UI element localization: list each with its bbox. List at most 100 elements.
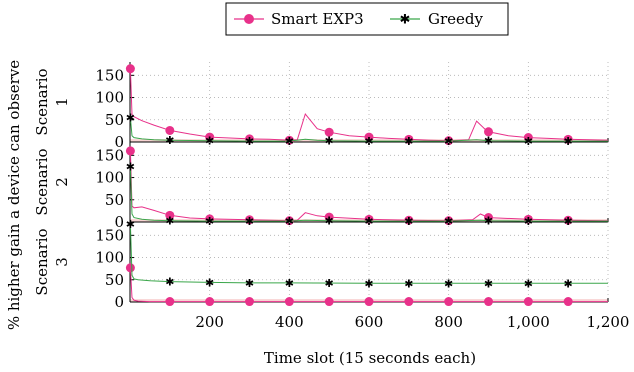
marker-smart-exp3 bbox=[165, 210, 175, 220]
marker-greedy: ✱ bbox=[444, 215, 453, 228]
marker-greedy: ✱ bbox=[205, 135, 214, 148]
marker-greedy: ✱ bbox=[285, 135, 294, 148]
marker-smart-exp3 bbox=[364, 132, 374, 142]
marker-greedy: ✱ bbox=[564, 277, 573, 290]
marker-greedy: ✱ bbox=[524, 277, 533, 290]
marker-smart-exp3 bbox=[324, 212, 334, 222]
series-line-smart-exp3 bbox=[129, 68, 609, 142]
marker-smart-exp3 bbox=[245, 297, 254, 307]
marker-smart-exp3 bbox=[364, 297, 374, 307]
marker-greedy: ✱ bbox=[325, 277, 334, 290]
marker-greedy: ✱ bbox=[484, 277, 493, 290]
legend-marker-smart-exp3 bbox=[244, 14, 254, 24]
marker-greedy: ✱ bbox=[404, 215, 413, 228]
scenario-label-number: 1 bbox=[53, 97, 71, 107]
marker-smart-exp3 bbox=[563, 215, 573, 225]
y-tick-label: 150 bbox=[95, 66, 124, 84]
scenario-label-word: Scenario bbox=[33, 228, 51, 295]
marker-greedy: ✱ bbox=[364, 215, 373, 228]
y-tick-label: 100 bbox=[95, 169, 124, 187]
series-line-greedy bbox=[129, 166, 608, 222]
scenario-label-word: Scenario bbox=[33, 148, 51, 215]
marker-greedy: ✱ bbox=[364, 135, 373, 148]
marker-smart-exp3 bbox=[523, 133, 533, 143]
marker-smart-exp3 bbox=[125, 263, 135, 273]
x-axis-label: Time slot (15 seconds each) bbox=[264, 349, 476, 367]
legend: Smart EXP3 ✱ Greedy bbox=[225, 2, 509, 36]
marker-smart-exp3 bbox=[245, 215, 254, 225]
marker-greedy: ✱ bbox=[126, 160, 135, 173]
marker-smart-exp3 bbox=[324, 297, 334, 307]
marker-smart-exp3 bbox=[523, 297, 533, 307]
marker-greedy: ✱ bbox=[126, 218, 135, 231]
y-tick-label: 150 bbox=[95, 226, 124, 244]
marker-greedy: ✱ bbox=[285, 215, 294, 228]
marker-smart-exp3 bbox=[165, 297, 175, 307]
x-tick-label: 1,200 bbox=[587, 313, 630, 331]
y-tick-label: 100 bbox=[95, 89, 124, 107]
marker-greedy: ✱ bbox=[404, 135, 413, 148]
marker-greedy: ✱ bbox=[444, 135, 453, 148]
marker-greedy: ✱ bbox=[524, 135, 533, 148]
marker-greedy: ✱ bbox=[165, 215, 174, 228]
scenario-label-number: 3 bbox=[53, 257, 71, 267]
legend-label-smart-exp3: Smart EXP3 bbox=[271, 10, 364, 28]
marker-smart-exp3 bbox=[284, 135, 294, 145]
marker-greedy: ✱ bbox=[364, 277, 373, 290]
scenario-label-word: Scenario bbox=[33, 68, 51, 135]
x-tick-label: 400 bbox=[275, 313, 304, 331]
marker-smart-exp3 bbox=[125, 64, 135, 74]
marker-smart-exp3 bbox=[205, 132, 215, 142]
marker-smart-exp3 bbox=[205, 297, 215, 307]
panel-1: 0 50 100 150 ✱ ✱ ✱ ✱ ✱ ✱ ✱ ✱ ✱ ✱ ✱ ✱ bbox=[95, 62, 609, 151]
x-tick-label: 800 bbox=[434, 313, 463, 331]
marker-greedy: ✱ bbox=[245, 215, 254, 228]
marker-smart-exp3 bbox=[404, 297, 414, 307]
marker-greedy: ✱ bbox=[285, 277, 294, 290]
marker-greedy: ✱ bbox=[564, 215, 573, 228]
marker-greedy: ✱ bbox=[325, 135, 334, 148]
marker-smart-exp3 bbox=[563, 297, 573, 307]
legend-label-greedy: Greedy bbox=[428, 10, 484, 28]
marker-greedy: ✱ bbox=[564, 135, 573, 148]
marker-greedy: ✱ bbox=[165, 134, 174, 147]
marker-smart-exp3 bbox=[404, 215, 414, 225]
y-tick-label: 0 bbox=[114, 133, 124, 151]
x-tick-labels: 200 400 600 800 1,000 1,200 bbox=[195, 313, 629, 331]
y-tick-label: 50 bbox=[105, 191, 124, 209]
marker-greedy: ✱ bbox=[245, 277, 254, 290]
marker-greedy: ✱ bbox=[205, 215, 214, 228]
marker-greedy: ✱ bbox=[484, 215, 493, 228]
marker-smart-exp3 bbox=[444, 297, 454, 307]
y-tick-label: 0 bbox=[114, 213, 124, 231]
series-line-greedy bbox=[129, 117, 608, 142]
marker-greedy: ✱ bbox=[404, 277, 413, 290]
marker-smart-exp3 bbox=[165, 125, 175, 135]
legend-marker-greedy: ✱ bbox=[400, 13, 411, 28]
marker-smart-exp3 bbox=[484, 297, 493, 307]
y-tick-label: 50 bbox=[105, 271, 124, 289]
x-tick-label: 1,000 bbox=[507, 313, 550, 331]
legend-box bbox=[225, 2, 509, 36]
scenario-label-number: 2 bbox=[53, 177, 71, 187]
marker-smart-exp3 bbox=[484, 127, 493, 137]
y-tick-label: 0 bbox=[114, 293, 124, 311]
marker-greedy: ✱ bbox=[325, 215, 334, 228]
marker-greedy: ✱ bbox=[205, 276, 214, 289]
series-line-smart-exp3 bbox=[129, 267, 608, 303]
x-tick-label: 600 bbox=[355, 313, 384, 331]
x-tick-label: 200 bbox=[195, 313, 224, 331]
y-axis-label: % higher gain a device can observe bbox=[5, 60, 23, 330]
marker-greedy: ✱ bbox=[126, 112, 135, 125]
y-tick-label: 100 bbox=[95, 249, 124, 267]
series-line-smart-exp3 bbox=[129, 150, 609, 222]
marker-greedy: ✱ bbox=[484, 135, 493, 148]
marker-greedy: ✱ bbox=[245, 135, 254, 148]
marker-greedy: ✱ bbox=[524, 215, 533, 228]
marker-greedy: ✱ bbox=[444, 277, 453, 290]
